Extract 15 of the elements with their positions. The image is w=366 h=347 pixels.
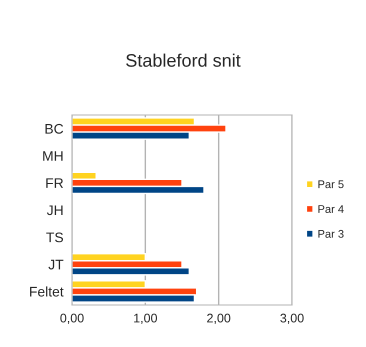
x-tick-label: 1,00 [134, 314, 158, 324]
x-tick-label: 0,00 [60, 314, 84, 324]
y-tick-label: Feltet [30, 286, 64, 297]
legend-label: Par 3 [318, 230, 344, 238]
chart-title: Stableford snit [126, 54, 241, 67]
y-tick-label: JT [48, 260, 64, 270]
y-tick-label: BC [46, 124, 64, 134]
y-tick-label: MH [43, 151, 63, 161]
y-tick-label: TS [46, 232, 64, 242]
x-tick-label: 2,00 [207, 314, 230, 324]
y-tick-label: FR [46, 178, 64, 188]
y-tick-label: JH [46, 205, 63, 216]
legend-label: Par 5 [318, 180, 344, 188]
x-tick-label: 3,00 [280, 314, 304, 324]
legend-label: Par 4 [318, 205, 344, 213]
